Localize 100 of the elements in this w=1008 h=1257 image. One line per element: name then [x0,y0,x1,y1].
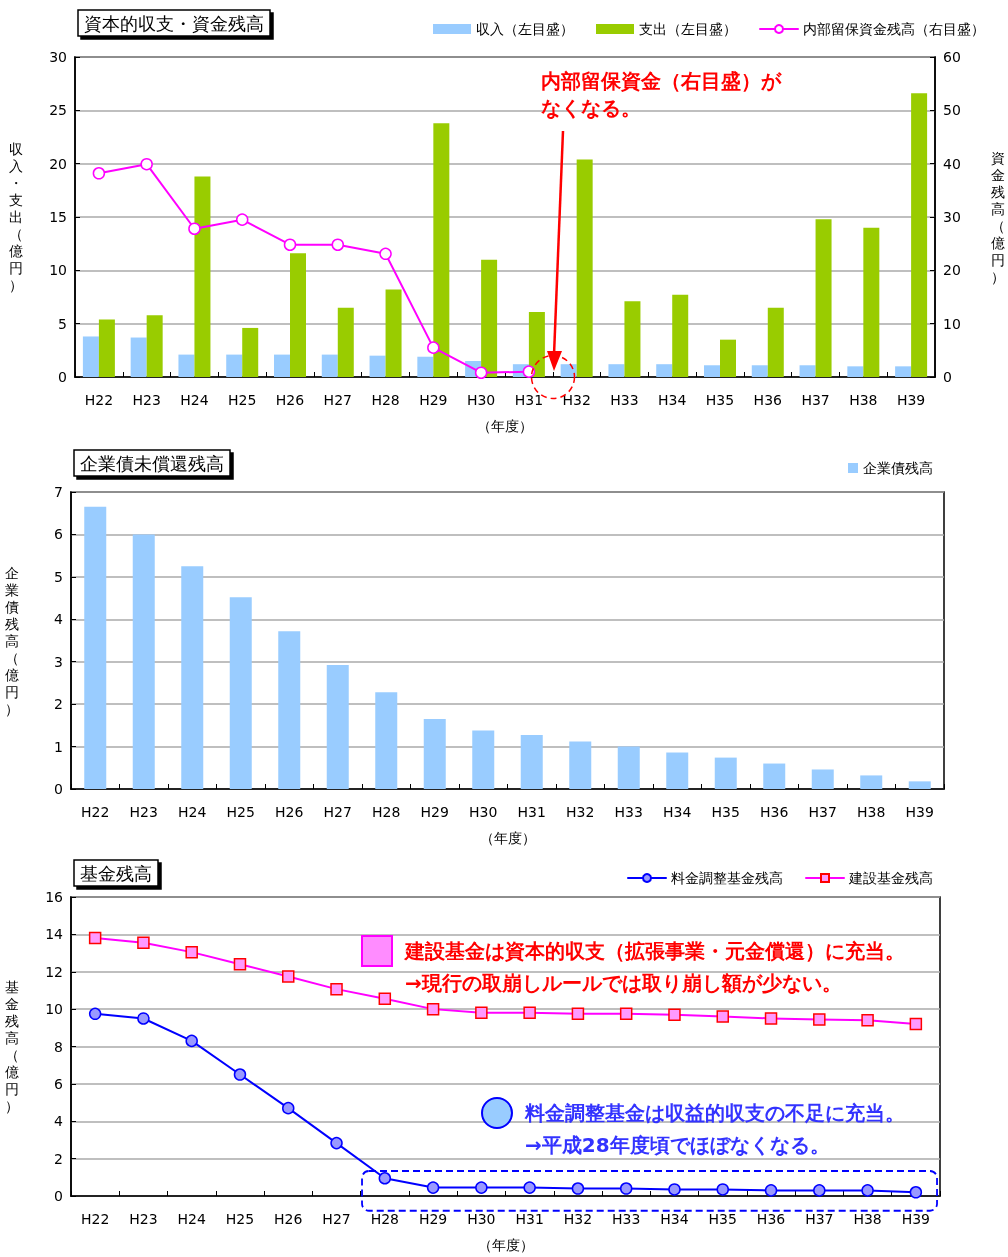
point [137,1012,150,1025]
point [235,213,249,226]
y-tick-label: 2 [54,1150,63,1167]
x-tick-label: H23 [132,392,161,408]
x-tick-label: H33 [612,1211,641,1227]
y2-tick-label: 20 [943,262,961,279]
x-tick-label: H33 [610,392,639,408]
bar [321,354,338,377]
x-tick-label: H39 [901,1211,931,1227]
point [619,1182,633,1195]
bar [815,219,832,377]
chart-title: 資本的収支・資金残高 [84,12,264,34]
y-tick-label: 5 [58,315,67,332]
x-tick-label: H26 [275,804,304,820]
y-tick-label: 0 [58,369,67,385]
x-axis-title: （年度） [477,418,533,434]
y-tick-label: 25 [49,102,67,119]
y-tick-label: 4 [54,611,64,628]
bar [278,631,301,789]
x-tick-label: H22 [80,1211,110,1227]
point [188,222,201,235]
bar [130,337,147,377]
bar [369,355,386,377]
bar [799,365,816,377]
x-tick-label: H37 [805,1211,834,1227]
x-axis-title: （年度） [477,1237,534,1253]
point [140,157,153,171]
x-tick-label: H33 [614,804,643,820]
legend-label: 建設基金残高 [848,870,933,886]
bar [290,253,306,377]
y-tick-label: 14 [45,926,64,943]
bar [911,93,928,377]
x-tick-label: H36 [756,1211,786,1227]
bar [720,339,736,377]
y-tick-label: 2 [54,696,63,713]
point [185,1034,198,1048]
x-tick-label: H32 [562,392,591,408]
x-tick-label: H24 [177,1211,206,1227]
y2-tick-label: 50 [943,102,961,119]
x-tick-label: H34 [660,1211,689,1227]
x-tick-label: H28 [370,1211,399,1227]
point [378,1172,392,1185]
x-tick-label: H30 [469,804,498,820]
y2-tick-label: 60 [943,49,961,65]
bar [178,354,195,377]
y-tick-label: 0 [54,781,63,797]
annotation: 内部留保資金（右目盛）がなくなる。 [540,68,782,120]
point [571,1182,585,1195]
y-tick-label: 6 [54,526,64,543]
y-tick-label: 7 [54,484,63,500]
x-tick-label: H39 [896,392,926,408]
bar [274,354,290,377]
bar [763,763,786,789]
y-tick-label: 8 [54,1038,63,1055]
point [379,247,392,261]
bar [194,176,211,377]
bar [528,311,545,377]
bar [132,534,155,789]
x-tick-label: H35 [708,1211,737,1227]
bar [472,730,495,789]
chart-title: 企業債未償還残高 [80,452,224,474]
point [716,1183,729,1196]
bar [767,307,784,377]
x-tick-label: H37 [801,392,830,408]
bar [337,307,354,377]
y-tick-label: 15 [49,209,67,225]
x-tick-label: H25 [226,804,255,820]
y2-tick-label: 40 [943,155,961,172]
x-tick-label: H23 [129,1211,158,1227]
x-tick-label: H24 [178,804,207,820]
bar [417,356,434,377]
point [861,1184,874,1197]
bar [863,227,880,377]
y-tick-label: 4 [54,1113,64,1130]
x-tick-label: H30 [466,392,496,408]
y-tick-label: 3 [54,653,63,670]
legend-label: 収入（左目盛） [476,21,574,37]
y-tick-label: 20 [49,155,67,172]
x-tick-label: H27 [322,1211,351,1227]
x-tick-label: H25 [225,1211,255,1227]
point [283,238,297,251]
x-tick-label: H38 [857,804,886,820]
y-tick-label: 12 [45,963,63,980]
point [668,1183,681,1196]
annotation: 料金調整基金は収益的収支の不足に充当。 →平成28年度頃でほぼなくなる。 [524,1101,905,1157]
bar [860,775,883,789]
y-tick-label: 1 [54,738,63,755]
legend-label: 料金調整基金残高 [671,870,783,886]
x-tick-label: H26 [274,1211,303,1227]
bar [481,259,498,377]
y2-tick-label: 10 [943,315,961,332]
y2-tick-label: 0 [943,369,952,385]
x-tick-label: H24 [180,392,209,408]
x-axis-title: （年度） [479,830,536,846]
y-tick-label: 0 [54,1188,63,1204]
point [475,1181,488,1194]
chart-title: 基金残高 [80,862,152,884]
y-tick-label: 16 [45,889,64,905]
x-tick-label: H31 [514,392,544,408]
bar [181,566,204,789]
